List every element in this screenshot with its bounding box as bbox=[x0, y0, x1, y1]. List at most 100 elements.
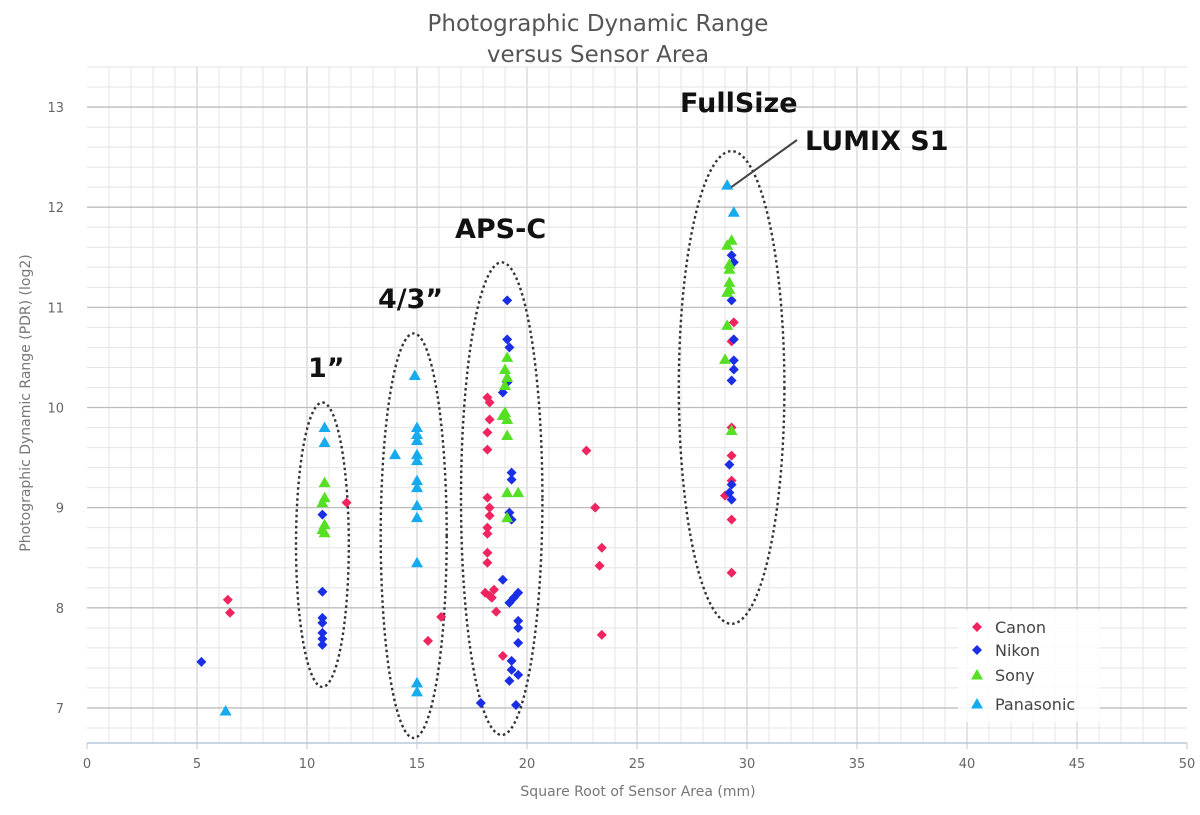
point-sony bbox=[501, 351, 514, 362]
point-canon bbox=[222, 594, 233, 605]
y-tick-label: 12 bbox=[47, 201, 64, 216]
group-ellipse bbox=[379, 332, 448, 740]
point-panasonic bbox=[411, 511, 423, 523]
point-nikon bbox=[504, 597, 515, 608]
point-nikon bbox=[728, 334, 739, 345]
point-canon bbox=[726, 450, 737, 461]
grid bbox=[87, 66, 1187, 743]
point-sony bbox=[318, 526, 331, 538]
point-canon bbox=[482, 444, 493, 455]
point-nikon bbox=[506, 655, 517, 666]
point-canon bbox=[482, 547, 493, 558]
y-tick-label: 8 bbox=[56, 602, 64, 617]
x-tick-label: 25 bbox=[629, 757, 646, 772]
point-canon bbox=[423, 635, 433, 646]
point-canon bbox=[484, 414, 495, 425]
y-tick-label: 11 bbox=[47, 301, 64, 316]
annotation-lumix-s1: LUMIX S1 bbox=[805, 126, 949, 157]
point-canon bbox=[484, 510, 495, 521]
point-canon bbox=[581, 445, 592, 456]
x-tick-label: 15 bbox=[409, 757, 426, 772]
point-panasonic bbox=[411, 481, 423, 493]
point-nikon bbox=[726, 295, 737, 306]
point-panasonic bbox=[318, 421, 331, 433]
point-sony bbox=[725, 424, 738, 436]
point-panasonic bbox=[411, 434, 423, 446]
point-nikon bbox=[726, 494, 737, 505]
point-canon bbox=[486, 592, 497, 603]
point-sony bbox=[725, 234, 738, 245]
y-tick-label: 13 bbox=[47, 101, 64, 116]
x-tick-label: 35 bbox=[849, 757, 866, 772]
point-panasonic bbox=[727, 206, 740, 217]
point-nikon bbox=[475, 697, 486, 708]
annotation-1inch: 1” bbox=[308, 353, 345, 384]
x-tick-label: 30 bbox=[739, 757, 756, 772]
point-canon bbox=[484, 397, 495, 408]
point-nikon bbox=[726, 375, 737, 386]
legend-marker-sony bbox=[971, 669, 983, 680]
point-nikon bbox=[317, 627, 328, 638]
legend: Canon Nikon Sony Panasonic bbox=[958, 610, 1100, 722]
point-canon bbox=[482, 557, 493, 568]
point-canon bbox=[341, 497, 352, 508]
point-sony bbox=[723, 276, 736, 287]
point-canon bbox=[225, 607, 235, 618]
point-panasonic bbox=[408, 369, 421, 380]
point-canon bbox=[436, 611, 447, 622]
x-tick-label: 0 bbox=[83, 757, 91, 772]
legend-label-canon: Canon bbox=[995, 618, 1046, 637]
legend-label-sony: Sony bbox=[995, 666, 1035, 685]
point-panasonic bbox=[411, 448, 423, 460]
x-tick-label: 45 bbox=[1069, 757, 1086, 772]
point-canon bbox=[726, 514, 737, 525]
x-tick-label: 40 bbox=[959, 757, 976, 772]
point-canon bbox=[590, 502, 601, 513]
legend-box bbox=[958, 610, 1100, 722]
point-sony bbox=[501, 486, 514, 498]
x-tick-label: 10 bbox=[299, 757, 316, 772]
point-sony bbox=[501, 429, 514, 441]
point-panasonic bbox=[389, 448, 401, 460]
legend-marker-canon bbox=[972, 622, 982, 632]
point-nikon bbox=[511, 699, 521, 710]
point-panasonic bbox=[411, 685, 423, 697]
point-panasonic bbox=[411, 556, 423, 568]
point-panasonic bbox=[318, 436, 331, 448]
y-ticks: 7 8 9 10 11 12 13 bbox=[47, 101, 64, 717]
point-nikon bbox=[513, 669, 524, 680]
chart-title-line-2: versus Sensor Area bbox=[487, 42, 709, 68]
point-canon bbox=[596, 629, 607, 640]
point-canon bbox=[728, 317, 739, 328]
point-panasonic bbox=[411, 454, 423, 466]
y-tick-label: 7 bbox=[56, 702, 64, 717]
point-nikon bbox=[317, 586, 328, 597]
point-nikon bbox=[497, 574, 508, 585]
point-sony bbox=[499, 379, 511, 390]
legend-marker-nikon bbox=[972, 645, 982, 655]
point-nikon bbox=[497, 387, 508, 398]
point-nikon bbox=[502, 334, 513, 345]
legend-label-panasonic: Panasonic bbox=[995, 695, 1075, 714]
point-sony bbox=[501, 511, 514, 523]
point-panasonic bbox=[411, 499, 423, 511]
point-canon bbox=[491, 606, 502, 617]
group-ellipse bbox=[294, 401, 350, 689]
point-nikon bbox=[504, 675, 515, 686]
lumix-pointer-line bbox=[730, 139, 798, 188]
point-canon bbox=[482, 427, 493, 438]
point-sony bbox=[499, 363, 511, 374]
legend-label-nikon: Nikon bbox=[995, 641, 1040, 660]
annotation-fullsize: FullSize bbox=[680, 88, 798, 119]
point-canon bbox=[726, 567, 737, 578]
point-nikon bbox=[502, 295, 513, 306]
point-panasonic bbox=[411, 474, 423, 486]
annotation-four-thirds: 4/3” bbox=[378, 284, 443, 315]
point-sony bbox=[723, 263, 736, 274]
point-panasonic bbox=[219, 704, 232, 716]
point-panasonic bbox=[411, 421, 423, 433]
point-canon bbox=[482, 492, 493, 503]
point-nikon bbox=[726, 479, 737, 490]
point-nikon bbox=[506, 664, 517, 675]
